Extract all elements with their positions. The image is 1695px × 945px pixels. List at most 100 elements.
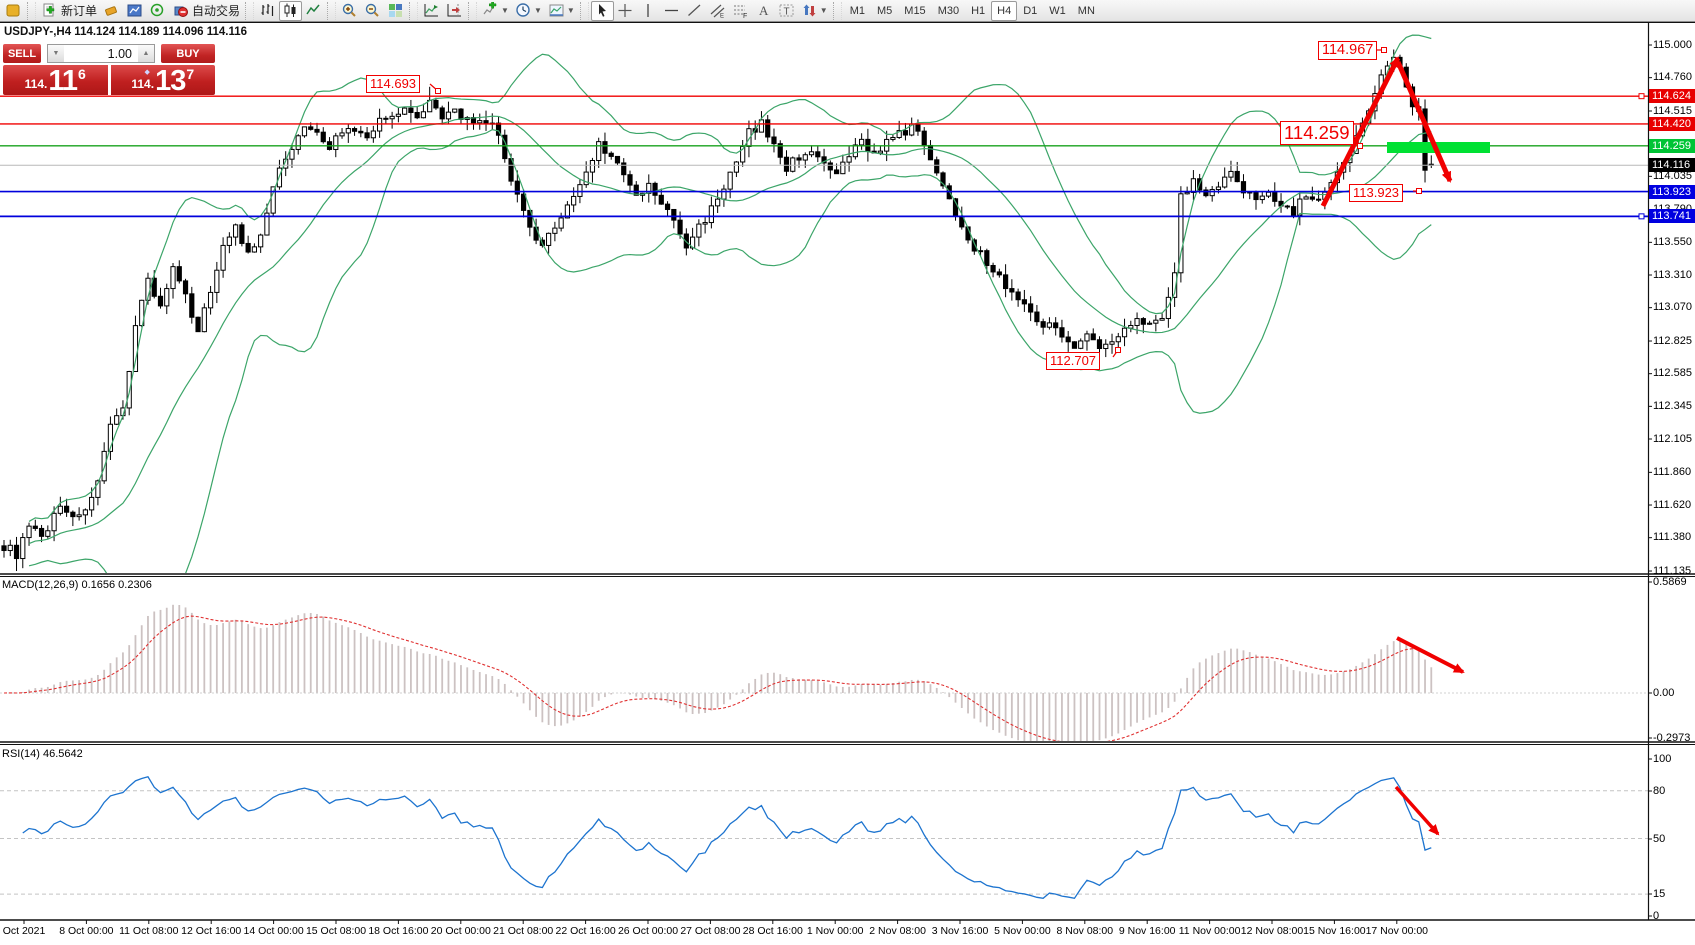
toolbar-separator: [468, 1, 478, 20]
label-button[interactable]: T: [775, 1, 798, 21]
template-icon: [549, 4, 564, 17]
market-button[interactable]: [123, 1, 146, 21]
shapes-button[interactable]: ▼: [798, 1, 831, 21]
cursor-icon: [598, 4, 606, 17]
rsi-axis-label: 100: [1653, 752, 1672, 765]
volume-decrease-button[interactable]: ▼: [48, 45, 64, 62]
toolbar-separator: [832, 1, 842, 20]
periods-button[interactable]: ▼: [512, 1, 545, 21]
timeframe-button-w1[interactable]: W1: [1049, 4, 1066, 17]
sell-price[interactable]: 114. 11 6: [3, 65, 108, 97]
zoom-out-icon: [365, 3, 379, 17]
price-tick-label: 113.070: [1653, 301, 1692, 314]
timeframe-button-m1[interactable]: M1: [849, 4, 865, 17]
clock-icon: [516, 3, 530, 17]
date-label: 18 Oct 16:00: [368, 925, 429, 937]
price-tick-label: 111.620: [1653, 498, 1692, 511]
price-label-114693[interactable]: 114.693: [366, 75, 421, 93]
date-label: 12 Oct 16:00: [181, 925, 242, 937]
price-label-114967[interactable]: 114.967: [1318, 41, 1378, 61]
cursor-button[interactable]: [590, 0, 614, 21]
candle-chart-button[interactable]: [279, 0, 303, 21]
date-label: 14 Oct 00:00: [243, 925, 304, 937]
price-label-114259[interactable]: 114.259: [1280, 121, 1354, 146]
date-label: 17 Nov 00:00: [1365, 925, 1429, 937]
buy-price-big: 13: [155, 65, 186, 97]
autotrade-icon: [174, 6, 189, 17]
timeframe-button-m5[interactable]: M5: [877, 4, 893, 17]
text-button[interactable]: A: [752, 1, 775, 21]
templates-button[interactable]: ▼: [545, 1, 578, 21]
price-tick-label: 115.000: [1653, 38, 1692, 51]
app-button[interactable]: [2, 1, 25, 21]
volume-input[interactable]: 1.00: [107, 46, 132, 61]
signals-button[interactable]: [146, 1, 169, 21]
timeframe-button-m30[interactable]: M30: [937, 4, 960, 17]
signal-icon: [150, 3, 164, 17]
date-label: Oct 2021: [2, 925, 46, 937]
line-chart-button[interactable]: [302, 1, 325, 21]
timeframe-button-h4[interactable]: H4: [991, 0, 1018, 21]
trendline-button[interactable]: [683, 1, 706, 21]
green-zone-bar: [1387, 142, 1490, 153]
price-tick-label: 114.760: [1653, 71, 1692, 84]
volume-spinner: ▼ 1.00 ▲: [47, 44, 155, 63]
channel-button[interactable]: E: [706, 1, 729, 21]
hline-button[interactable]: [660, 1, 683, 21]
price-badge-114624: 114.624: [1649, 89, 1695, 104]
auto-scroll-button[interactable]: [420, 1, 443, 21]
buy-button[interactable]: BUY: [161, 44, 215, 63]
indicators-button[interactable]: ▼: [479, 1, 512, 21]
chart-shift-button[interactable]: [443, 1, 466, 21]
svg-text:A: A: [759, 3, 769, 18]
price-tick-label: 114.035: [1653, 169, 1692, 182]
linechart-icon: [306, 4, 320, 15]
svg-text:E: E: [720, 14, 724, 20]
date-label: 27 Oct 08:00: [680, 925, 741, 937]
date-label: 15 Oct 08:00: [305, 925, 367, 937]
sell-button[interactable]: SELL: [3, 44, 41, 63]
fibo-button[interactable]: F: [729, 1, 752, 21]
timeframe-button-h1[interactable]: H1: [971, 4, 986, 17]
date-label: 20 Oct 00:00: [430, 925, 491, 937]
price-badge-114116: 114.116: [1649, 158, 1695, 173]
zoom-in-button[interactable]: [338, 1, 361, 21]
vline-button[interactable]: [637, 1, 660, 21]
crosshair-button[interactable]: [614, 1, 637, 21]
symbol-quote-bar: USDJPY-,H4 114.124 114.189 114.096 114.1…: [4, 26, 247, 38]
date-label: 22 Oct 16:00: [555, 925, 616, 937]
date-label: 15 Nov 16:00: [1303, 925, 1366, 937]
editor-button[interactable]: [100, 1, 123, 21]
tile-windows-button[interactable]: [384, 1, 407, 21]
autotrade-button[interactable]: 自动交易: [169, 1, 243, 21]
price-tick-label: 112.585: [1653, 367, 1692, 380]
volume-increase-button[interactable]: ▲: [138, 45, 154, 62]
sell-price-prefix: 114.: [24, 77, 48, 91]
date-label: 9 Nov 16:00: [1118, 925, 1176, 937]
buy-price-sup: 7: [186, 66, 195, 82]
date-label: 11 Nov 00:00: [1178, 925, 1241, 937]
bar-chart-button[interactable]: [256, 1, 279, 21]
timeframe-button-m15[interactable]: M15: [904, 4, 926, 17]
price-badge-113741: 113.741: [1649, 209, 1695, 224]
price-label-112707[interactable]: 112.707: [1046, 352, 1101, 370]
one-click-trade-panel: SELL ▼ 1.00 ▲ BUY 114. 11 6 ◆ 114. 13 7: [3, 44, 215, 97]
new-order-button[interactable]: 新订单: [38, 1, 100, 21]
macd-axis-label: -0.2973: [1653, 731, 1691, 744]
sell-price-big: 11: [48, 65, 78, 97]
price-tick-label: 113.550: [1653, 235, 1692, 248]
rsi-layer: [0, 775, 1648, 900]
date-label: 5 Nov 00:00: [994, 925, 1051, 937]
timeframe-button-d1[interactable]: D1: [1023, 4, 1038, 17]
toolbar-separator: [579, 1, 589, 20]
date-label: 8 Nov 08:00: [1056, 925, 1114, 937]
macd-label: MACD(12,26,9) 0.1656 0.2306: [2, 579, 152, 591]
doc-plus-icon: [43, 3, 55, 17]
rsi-axis-label: 50: [1653, 832, 1666, 845]
zoom-out-button[interactable]: [361, 1, 384, 21]
price-label-113923[interactable]: 113.923: [1349, 184, 1404, 202]
buy-price[interactable]: ◆ 114. 13 7: [110, 65, 215, 97]
timeframe-button-mn[interactable]: MN: [1077, 4, 1095, 17]
